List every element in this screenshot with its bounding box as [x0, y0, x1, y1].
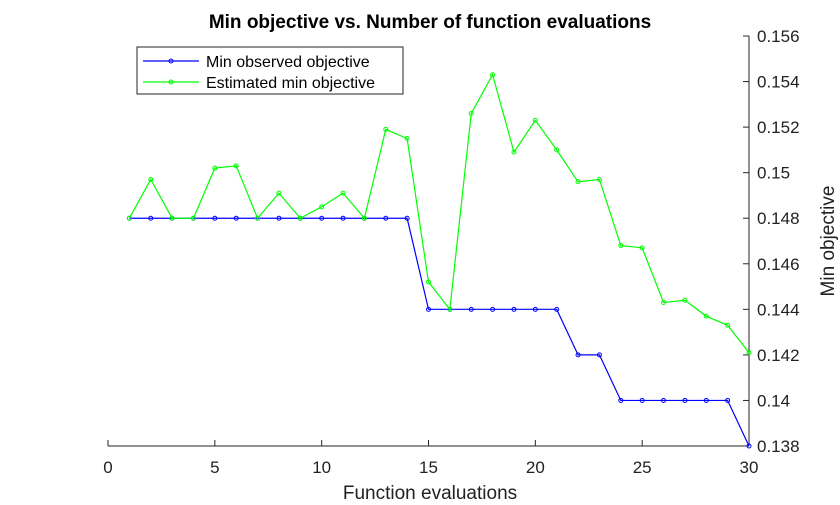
data-point	[661, 300, 667, 305]
data-point	[233, 215, 239, 221]
data-point	[554, 147, 560, 153]
data-point	[596, 177, 602, 182]
data-point	[468, 306, 474, 312]
y-tick-label: 0.156	[757, 27, 800, 46]
series-line	[128, 73, 750, 353]
data-point	[511, 306, 517, 312]
data-point	[148, 177, 154, 182]
x-ticks: 0 5 10 15 20 25 30	[103, 440, 758, 477]
data-point	[511, 149, 517, 155]
data-point	[319, 215, 325, 221]
legend-marker	[168, 58, 174, 64]
data-point	[340, 215, 346, 221]
data-point	[725, 397, 731, 403]
data-point	[596, 352, 602, 358]
data-point	[255, 215, 261, 221]
y-tick-label: 0.152	[757, 118, 800, 137]
data-point	[126, 215, 132, 221]
data-point	[361, 215, 367, 221]
data-point	[233, 163, 239, 169]
data-point	[575, 352, 581, 358]
data-point	[703, 397, 709, 403]
x-tick-label: 0	[103, 458, 112, 477]
data-point	[404, 136, 410, 141]
series-estimated-min	[126, 72, 752, 356]
data-point	[212, 215, 218, 221]
x-tick-label: 10	[312, 458, 331, 477]
x-tick-label: 15	[419, 458, 438, 477]
plot-series	[126, 72, 752, 449]
x-tick-label: 25	[633, 458, 652, 477]
data-point	[426, 306, 431, 312]
y-tick-label: 0.14	[757, 391, 790, 410]
data-point	[319, 204, 325, 210]
data-point	[212, 165, 218, 171]
data-point	[639, 397, 645, 403]
x-tick-label: 5	[210, 458, 219, 477]
series-min-observed	[126, 215, 752, 449]
data-point	[532, 306, 538, 312]
x-axis-label: Function evaluations	[343, 483, 517, 504]
data-point	[532, 117, 538, 123]
data-point	[746, 350, 752, 356]
data-point	[297, 215, 303, 221]
y-tick-label: 0.144	[757, 300, 800, 319]
data-point	[490, 306, 496, 312]
x-tick-label: 30	[740, 458, 759, 477]
data-point	[447, 306, 453, 312]
y-tick-label: 0.146	[757, 255, 800, 274]
legend-box	[136, 46, 404, 95]
data-point	[746, 443, 752, 449]
data-point	[276, 215, 282, 221]
legend: Min observed objective Estimated min obje…	[136, 46, 404, 95]
data-point	[618, 397, 624, 403]
data-point	[639, 245, 645, 251]
data-point	[682, 397, 688, 403]
data-point	[383, 126, 389, 132]
series-line	[129, 217, 750, 447]
y-tick-label: 0.138	[757, 437, 800, 456]
data-point	[404, 215, 410, 221]
chart-title: Min objective vs. Number of function eva…	[209, 12, 651, 33]
data-point	[703, 313, 709, 319]
data-point	[682, 297, 688, 303]
data-point	[190, 215, 196, 221]
y-tick-label: 0.142	[757, 346, 800, 365]
data-point	[169, 215, 175, 221]
legend-marker	[168, 79, 174, 85]
data-point	[148, 215, 154, 221]
y-ticks: 0.138 0.14 0.142 0.144 0.146 0.148 0.15 0.152 0.…	[743, 27, 800, 456]
legend-label: Estimated min objective	[206, 75, 375, 92]
data-point	[725, 322, 731, 328]
data-point	[468, 110, 474, 116]
data-point	[426, 279, 431, 285]
data-point	[661, 397, 667, 403]
y-tick-label: 0.154	[757, 73, 800, 92]
legend-label: Min observed objective	[206, 54, 370, 71]
data-point	[575, 179, 581, 185]
data-point	[618, 243, 624, 249]
x-tick-label: 20	[526, 458, 545, 477]
data-point	[490, 72, 496, 78]
data-point	[383, 215, 389, 221]
axes	[108, 36, 750, 447]
y-tick-label: 0.148	[757, 209, 800, 228]
data-point	[554, 306, 560, 312]
data-point	[276, 190, 282, 196]
y-tick-label: 0.15	[757, 164, 790, 183]
y-axis-label: Min objective	[818, 186, 839, 297]
data-point	[340, 190, 346, 196]
